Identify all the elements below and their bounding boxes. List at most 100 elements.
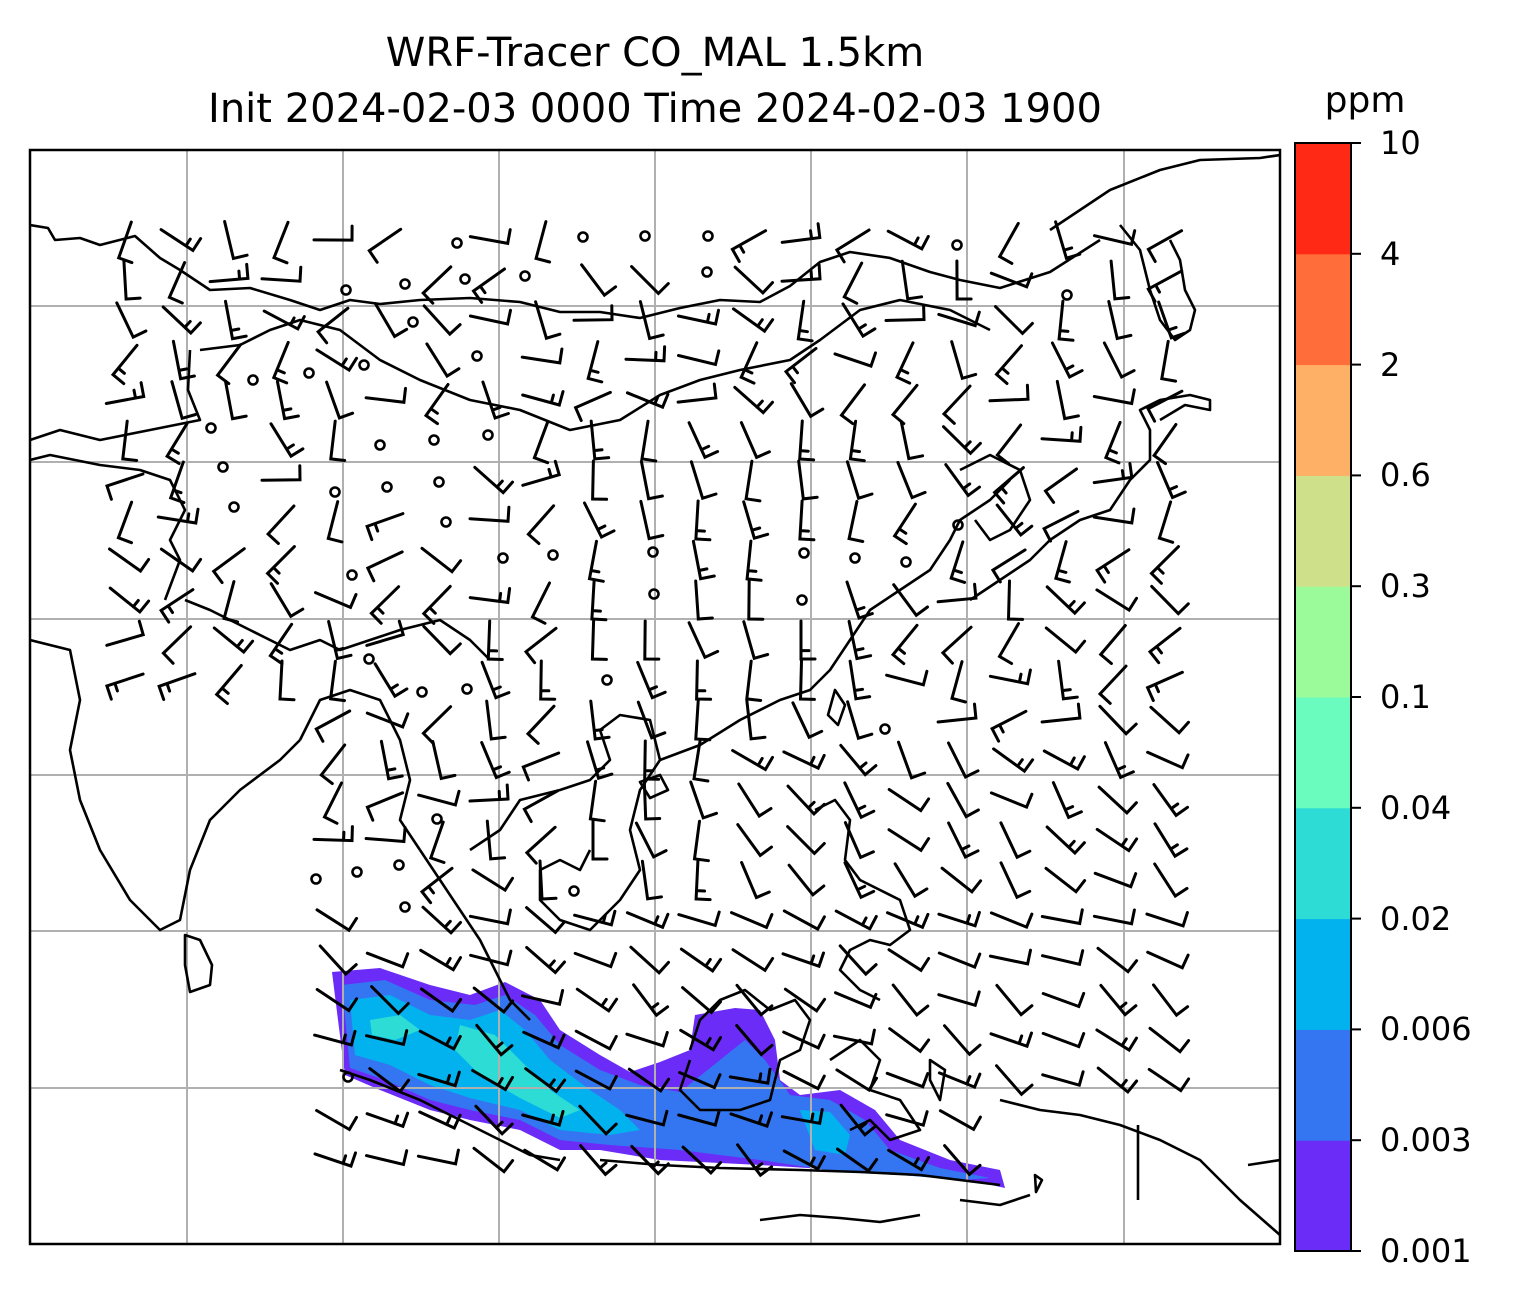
calm-circle: [601, 674, 613, 686]
wind-barb: [365, 1029, 409, 1047]
wind-barb: [485, 699, 507, 741]
wind-barb: [1103, 420, 1122, 465]
wind-barb: [947, 741, 980, 780]
wind-barb: [949, 540, 967, 584]
wind-barb: [1146, 750, 1190, 770]
wind-barb: [327, 620, 353, 661]
wind-barb: [315, 988, 359, 1013]
wind-barb: [944, 463, 981, 498]
wind-barb: [839, 743, 878, 777]
wind-barb: [115, 301, 148, 340]
wind-barb: [1145, 911, 1189, 928]
north-border: [30, 223, 1101, 320]
calm-circle: [900, 556, 912, 568]
calm-circle: [648, 588, 660, 600]
wind-barb: [367, 227, 403, 264]
wind-barb: [731, 948, 775, 973]
wind-barb: [938, 1109, 982, 1132]
wind-barb: [950, 660, 967, 704]
wind-barb: [687, 621, 720, 660]
wind-barb: [480, 741, 511, 780]
borneo: [678, 988, 812, 1112]
wind-barb: [417, 789, 461, 807]
wind-barb: [1054, 540, 1071, 584]
wind-barb: [687, 421, 720, 460]
wind-barb: [364, 826, 407, 844]
wind-barb: [1006, 579, 1024, 621]
wind-barb: [167, 261, 187, 305]
wind-barb: [999, 821, 1032, 860]
wind-barb: [525, 704, 556, 745]
wind-barb: [480, 660, 511, 700]
wind-barb: [1160, 339, 1178, 383]
wind-barb: [105, 672, 145, 701]
wind-barb: [420, 987, 463, 1014]
wind-barb: [836, 1147, 879, 1173]
wind-barb: [677, 910, 721, 928]
wind-barb: [471, 868, 514, 893]
wind-barb: [260, 265, 303, 283]
wind-barb: [677, 349, 721, 367]
wind-barb: [736, 1143, 774, 1178]
wind-barb: [530, 581, 551, 625]
wind-barb: [786, 784, 826, 817]
wind-barb: [694, 499, 712, 542]
calm-circle: [519, 270, 531, 282]
wind-barb: [694, 579, 714, 621]
calm-circle: [451, 237, 463, 249]
wind-barb: [1152, 423, 1178, 466]
wind-barb: [995, 1064, 1034, 1097]
wind-barb: [780, 222, 822, 244]
wind-barb: [313, 1029, 357, 1047]
wind-barb: [946, 781, 980, 819]
calm-circle: [247, 374, 259, 386]
wind-barb: [1097, 664, 1128, 705]
wind-barb: [523, 1148, 566, 1172]
wind-barb: [315, 348, 358, 373]
wind-barb: [1099, 983, 1138, 1017]
colorbar-tick-label: 0.04: [1380, 788, 1452, 827]
wind-barb: [942, 425, 982, 456]
calm-circle: [310, 873, 322, 885]
wind-barb: [730, 911, 774, 930]
wind-barb: [630, 265, 670, 296]
wind-barb: [591, 459, 609, 501]
calm-circle: [1061, 289, 1073, 301]
plume-core: [455, 1025, 580, 1118]
calm-circle: [433, 476, 445, 488]
wind-barb: [643, 739, 661, 781]
wind-barb: [1055, 379, 1080, 421]
wind-barb: [781, 951, 825, 969]
wind-barb: [636, 660, 667, 700]
wind-barb: [419, 948, 462, 972]
wind-barb: [156, 507, 200, 525]
colorbar-tick-label: 10: [1380, 124, 1421, 162]
wind-barb: [522, 789, 560, 823]
wind-barb: [834, 991, 878, 1010]
wind-barb: [574, 1069, 618, 1091]
chart-subtitle: Init 2024-02-03 0000 Time 2024-02-03 190…: [208, 86, 1102, 132]
wind-barb: [1096, 1066, 1139, 1095]
calm-circle: [399, 901, 411, 913]
wind-barb: [370, 985, 410, 1016]
wind-barb: [834, 909, 878, 931]
calm-circle: [701, 266, 713, 278]
wind-barb: [157, 672, 197, 701]
wind-barb: [589, 419, 611, 461]
wind-barb: [887, 828, 931, 853]
wind-barb: [797, 459, 819, 501]
small-isles-1: [1033, 1173, 1044, 1194]
coastlines: [30, 153, 1280, 1236]
wind-barb: [1092, 908, 1136, 926]
calm-circle: [459, 273, 471, 285]
colorbar-segment: [1295, 697, 1351, 809]
wind-barb: [1147, 1067, 1191, 1093]
wind-barb: [573, 951, 618, 969]
wind-barb: [417, 1070, 461, 1088]
wind-barb: [379, 739, 404, 781]
wind-barb: [847, 619, 873, 661]
wind-barb: [745, 659, 763, 702]
wind-barb: [1098, 624, 1127, 665]
colorbar-segment: [1295, 475, 1351, 587]
wind-barb: [640, 859, 663, 901]
